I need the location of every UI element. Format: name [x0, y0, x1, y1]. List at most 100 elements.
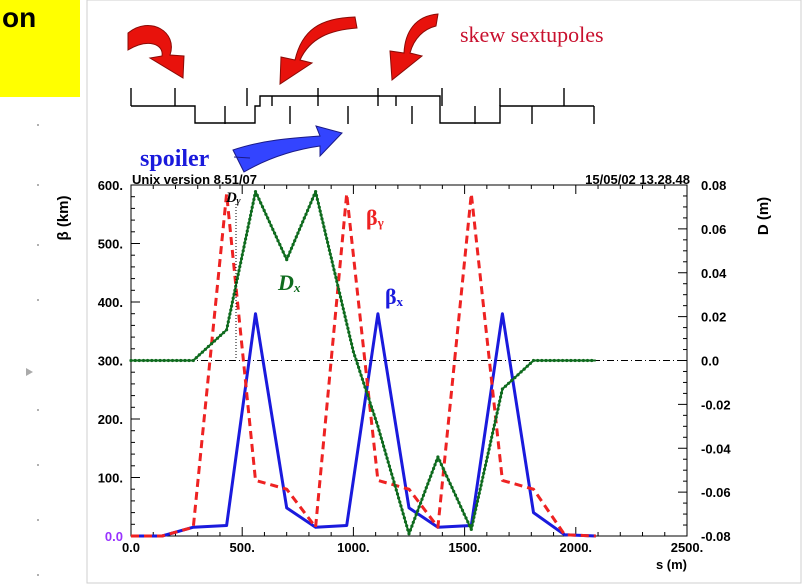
- dispersion-dot: [473, 511, 477, 515]
- dispersion-dot: [590, 358, 594, 363]
- dispersion-dot: [360, 377, 364, 381]
- dispersion-dot: [448, 482, 452, 486]
- dispersion-dot: [228, 312, 232, 316]
- dispersion-dot: [274, 235, 278, 239]
- dispersion-dot: [264, 212, 268, 216]
- dispersion-dot: [427, 478, 431, 482]
- dispersion-dot: [253, 190, 258, 194]
- dispersion-dot: [288, 250, 292, 254]
- dispersion-dot: [222, 331, 226, 335]
- dispersion-dot: [399, 504, 403, 508]
- dispersion-dot: [400, 508, 404, 512]
- y-tick-label: 400.: [98, 295, 123, 310]
- dispersion-dot: [335, 279, 339, 283]
- chart-series: [129, 190, 596, 538]
- dispersion-dot: [289, 246, 294, 250]
- dispersion-dot: [260, 205, 265, 209]
- dispersion-dot: [229, 308, 233, 312]
- dispersion-dot: [191, 358, 195, 363]
- dispersion-dot: [494, 415, 498, 419]
- dispersion-dot: [424, 486, 428, 490]
- dispersion-dot: [166, 358, 170, 363]
- dispersion-dot: [343, 315, 347, 319]
- dispersion-dot: [362, 381, 366, 385]
- dispersion-dot: [353, 354, 357, 358]
- dispersion-dot: [482, 471, 486, 475]
- dispersion-dot: [438, 459, 442, 463]
- dispersion-dot: [483, 463, 488, 467]
- spoiler-pointer: [233, 156, 251, 159]
- dispersion-dot: [475, 499, 480, 503]
- dispersion-dot: [326, 240, 330, 244]
- dispersion-dot: [388, 468, 393, 472]
- series-line-3: [131, 190, 596, 535]
- dispersion-dot: [569, 358, 573, 363]
- dispersion-dot: [323, 229, 327, 233]
- dispersion-dot: [310, 197, 314, 201]
- skew-arrow-2: [279, 16, 358, 85]
- dispersion-dot: [326, 244, 331, 248]
- dispersion-dot: [299, 224, 303, 228]
- chart-header-left: Unix version 8.51/07: [132, 172, 257, 187]
- dispersion-dot: [384, 452, 388, 456]
- dispersion-dot: [306, 208, 310, 213]
- dispersion-dot: [241, 249, 245, 253]
- plot-frame: [86, 0, 802, 584]
- dispersion-dot: [231, 296, 235, 300]
- dispersion-dot: [383, 448, 387, 452]
- skew-arrow-1: [127, 24, 185, 79]
- dispersion-dot: [436, 455, 440, 459]
- dispersion-dot: [324, 232, 328, 237]
- dispersion-dot: [453, 493, 458, 497]
- dispersion-dot: [385, 456, 389, 460]
- dispersion-dot: [398, 500, 402, 504]
- dispersion-dot: [459, 505, 463, 509]
- dispersion-dot: [492, 423, 496, 427]
- dispersion-dot: [372, 412, 376, 417]
- dispersion-dot: [333, 272, 337, 276]
- dispersion-dot: [332, 268, 336, 272]
- dispersion-dot: [386, 460, 390, 464]
- dispersion-dot: [368, 401, 372, 405]
- y-tick-label: 600.: [98, 178, 123, 193]
- dispersion-dot: [232, 292, 236, 296]
- dispersion-dot: [162, 358, 166, 363]
- dispersion-dot: [358, 369, 362, 373]
- dispersion-dot: [209, 342, 214, 346]
- dispersion-dot: [556, 358, 561, 363]
- dispersion-dot: [445, 474, 449, 478]
- dispersion-dot: [561, 358, 565, 363]
- y2-tick-label: -0.08: [701, 529, 731, 544]
- dispersion-dot: [470, 523, 474, 528]
- dispersion-dot: [497, 403, 501, 407]
- skew-arrow-3: [389, 13, 439, 81]
- dispersion-dot: [443, 470, 447, 474]
- dispersion-dot: [488, 443, 492, 447]
- dispersion-dot: [244, 237, 248, 241]
- dispersion-dot: [544, 358, 548, 363]
- dispersion-dot: [328, 252, 332, 256]
- dispersion-dot: [382, 444, 386, 448]
- x-tick-label: 1000.: [337, 540, 370, 555]
- dispersion-dot: [469, 527, 473, 532]
- dispersion-dot: [320, 217, 324, 221]
- dispersion-dot: [331, 264, 335, 268]
- x-tick-label: 1500.: [448, 540, 481, 555]
- x-tick-label: 2500.: [671, 540, 704, 555]
- dispersion-dot: [194, 356, 198, 360]
- dispersion-dot: [516, 373, 520, 377]
- dispersion-dot: [341, 307, 345, 311]
- dispersion-dot: [283, 254, 287, 258]
- dispersion-dot: [317, 205, 321, 209]
- dispersion-dot: [183, 358, 187, 363]
- dispersion-dot: [330, 260, 334, 264]
- dispersion-dot: [359, 373, 363, 377]
- dispersion-dot: [540, 358, 544, 363]
- dispersion-dot: [348, 334, 352, 338]
- dispersion-dot: [401, 512, 405, 516]
- dispersion-dot: [395, 492, 400, 496]
- dispersion-dot: [491, 427, 496, 431]
- chart-header-right: 15/05/02 13.28.48: [585, 172, 690, 187]
- y-axis-title: β (km): [55, 196, 72, 241]
- dispersion-dot: [253, 193, 257, 198]
